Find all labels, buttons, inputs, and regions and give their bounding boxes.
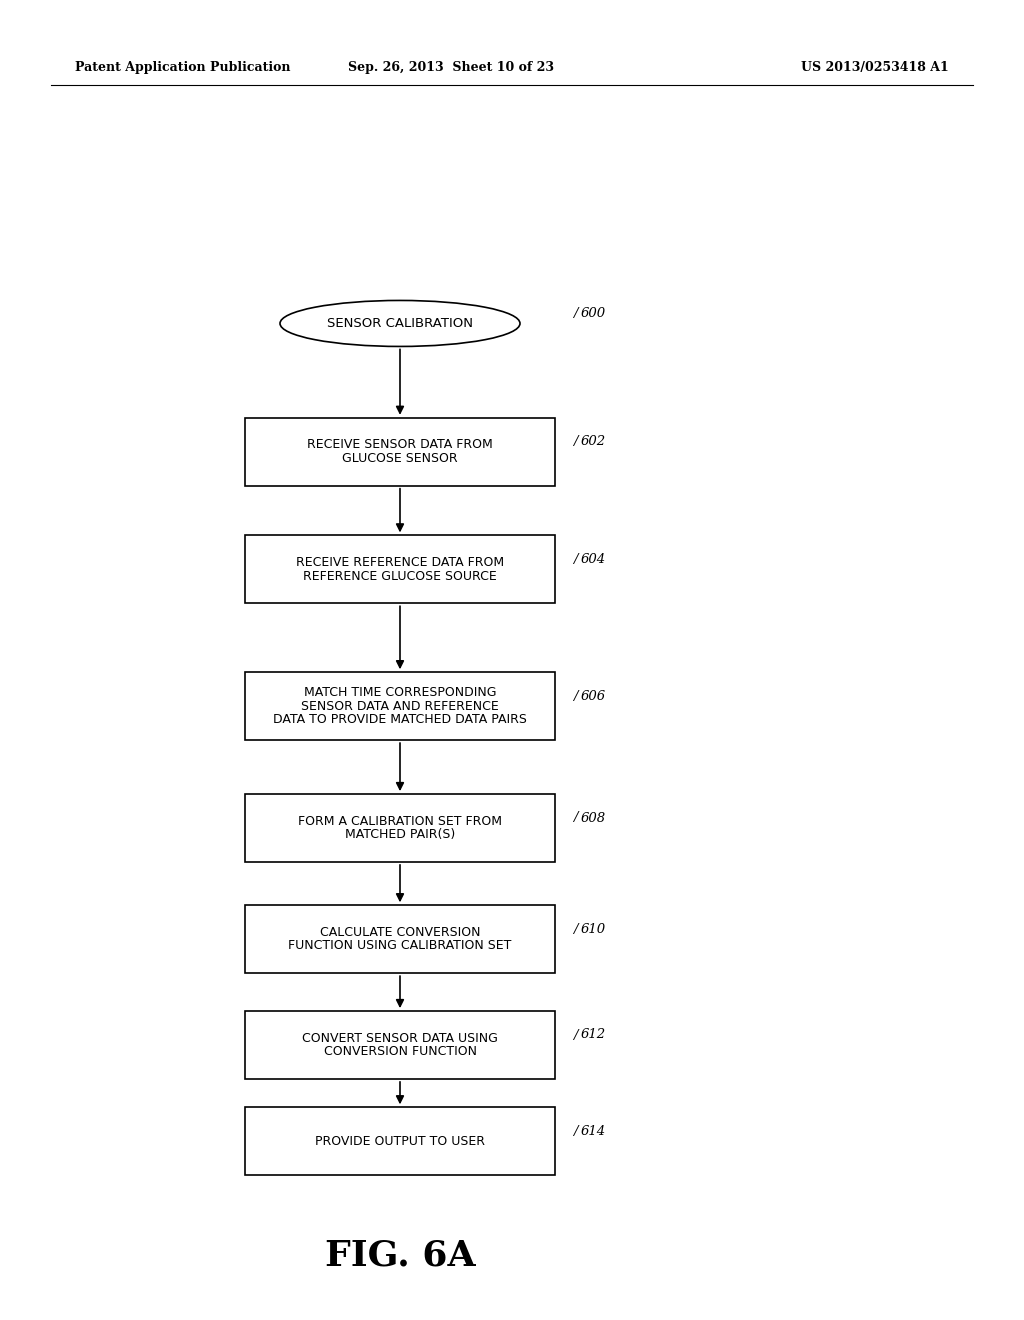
Text: RECEIVE REFERENCE DATA FROM: RECEIVE REFERENCE DATA FROM: [296, 556, 504, 569]
Text: FIG. 6A: FIG. 6A: [325, 1238, 475, 1272]
Text: /: /: [573, 1028, 578, 1041]
Text: CONVERT SENSOR DATA USING: CONVERT SENSOR DATA USING: [302, 1032, 498, 1044]
Text: MATCHED PAIR(S): MATCHED PAIR(S): [345, 828, 455, 841]
Text: /: /: [573, 1125, 578, 1138]
Text: FUNCTION USING CALIBRATION SET: FUNCTION USING CALIBRATION SET: [289, 940, 512, 953]
Text: MATCH TIME CORRESPONDING: MATCH TIME CORRESPONDING: [304, 686, 497, 700]
Text: /: /: [573, 553, 578, 566]
Text: SENSOR CALIBRATION: SENSOR CALIBRATION: [327, 317, 473, 330]
FancyBboxPatch shape: [245, 906, 555, 973]
Text: FORM A CALIBRATION SET FROM: FORM A CALIBRATION SET FROM: [298, 814, 502, 828]
Text: CONVERSION FUNCTION: CONVERSION FUNCTION: [324, 1045, 476, 1059]
Text: 602: 602: [581, 436, 606, 449]
FancyBboxPatch shape: [245, 536, 555, 603]
Text: 608: 608: [581, 812, 606, 825]
Ellipse shape: [280, 301, 520, 346]
Text: DATA TO PROVIDE MATCHED DATA PAIRS: DATA TO PROVIDE MATCHED DATA PAIRS: [273, 713, 527, 726]
FancyBboxPatch shape: [245, 417, 555, 486]
Text: /: /: [573, 812, 578, 825]
Text: 612: 612: [581, 1028, 606, 1041]
Text: Sep. 26, 2013  Sheet 10 of 23: Sep. 26, 2013 Sheet 10 of 23: [347, 62, 554, 74]
Text: SENSOR DATA AND REFERENCE: SENSOR DATA AND REFERENCE: [301, 700, 499, 713]
FancyBboxPatch shape: [245, 672, 555, 741]
Text: /: /: [573, 923, 578, 936]
Text: /: /: [573, 308, 578, 319]
Text: GLUCOSE SENSOR: GLUCOSE SENSOR: [342, 451, 458, 465]
Text: /: /: [573, 689, 578, 702]
Text: 614: 614: [581, 1125, 606, 1138]
Text: RECEIVE SENSOR DATA FROM: RECEIVE SENSOR DATA FROM: [307, 438, 493, 451]
Text: REFERENCE GLUCOSE SOURCE: REFERENCE GLUCOSE SOURCE: [303, 569, 497, 582]
FancyBboxPatch shape: [245, 1011, 555, 1078]
Text: /: /: [573, 436, 578, 449]
Text: Patent Application Publication: Patent Application Publication: [75, 62, 291, 74]
FancyBboxPatch shape: [245, 795, 555, 862]
Text: 604: 604: [581, 553, 606, 566]
Text: US 2013/0253418 A1: US 2013/0253418 A1: [801, 62, 949, 74]
Text: 610: 610: [581, 923, 606, 936]
Text: PROVIDE OUTPUT TO USER: PROVIDE OUTPUT TO USER: [315, 1135, 485, 1147]
FancyBboxPatch shape: [245, 1107, 555, 1175]
Text: 600: 600: [581, 308, 606, 319]
Text: CALCULATE CONVERSION: CALCULATE CONVERSION: [319, 925, 480, 939]
Text: 606: 606: [581, 689, 606, 702]
